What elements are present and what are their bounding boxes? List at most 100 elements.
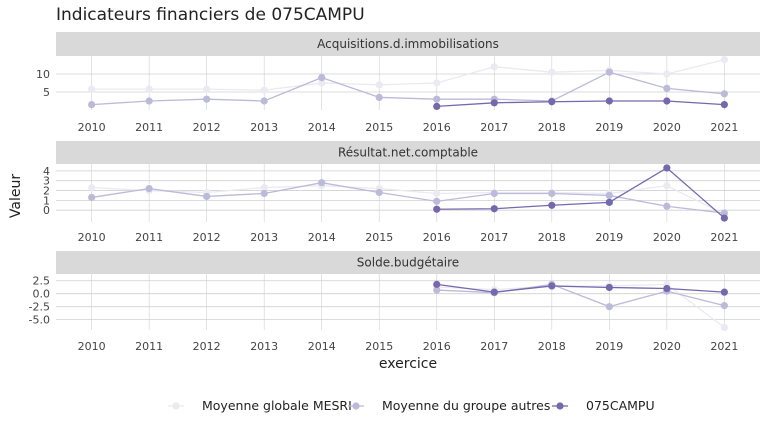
- data-point: [203, 95, 211, 103]
- panel-strip-label: Solde.budgétaire: [357, 256, 459, 270]
- data-point: [88, 183, 96, 192]
- series-line: [91, 71, 725, 106]
- x-tick-label: 2014: [308, 340, 336, 353]
- x-tick-label: 2016: [423, 231, 451, 244]
- x-tick-label: 2019: [595, 121, 623, 134]
- y-tick-label: 1: [43, 194, 50, 207]
- y-tick-label: -5.0: [29, 314, 50, 327]
- data-point: [548, 98, 556, 106]
- y-axis-title: Valeur: [8, 174, 24, 218]
- data-point: [318, 74, 326, 82]
- data-point: [260, 189, 268, 198]
- x-tick-label: 2020: [653, 231, 681, 244]
- data-point: [433, 102, 441, 110]
- y-tick-label: 0: [43, 204, 50, 217]
- data-point: [260, 183, 268, 192]
- x-tick-label: 2017: [480, 340, 508, 353]
- series-line: [91, 184, 725, 215]
- x-tick-label: 2012: [193, 231, 221, 244]
- x-tick-label: 2010: [78, 231, 106, 244]
- data-point: [145, 97, 153, 105]
- x-tick-label: 2014: [308, 121, 336, 134]
- data-point: [663, 284, 671, 293]
- data-point: [375, 93, 383, 101]
- x-tick-label: 2018: [538, 340, 566, 353]
- x-tick-label: 2010: [78, 121, 106, 134]
- data-point: [548, 201, 556, 209]
- legend-label: 075CAMPU: [586, 398, 655, 413]
- y-tick-label: 3: [43, 175, 50, 188]
- data-point: [663, 84, 671, 92]
- x-tick-label: 2012: [193, 121, 221, 134]
- x-tick-label: 2011: [135, 121, 163, 134]
- x-tick-label: 2015: [365, 231, 393, 244]
- data-point: [433, 280, 441, 288]
- data-point: [203, 85, 211, 93]
- legend-key-point: [556, 402, 564, 410]
- panel-strip: [56, 141, 760, 164]
- data-point: [260, 86, 268, 94]
- legend-label: Moyenne du groupe autres: [382, 398, 550, 413]
- data-point: [605, 198, 613, 206]
- data-point: [490, 99, 498, 107]
- x-tick-label: 2013: [250, 340, 278, 353]
- x-tick-label: 2016: [423, 121, 451, 134]
- data-point: [490, 288, 498, 296]
- data-point: [433, 205, 441, 213]
- x-tick-label: 2019: [595, 340, 623, 353]
- x-tick-label: 2017: [480, 121, 508, 134]
- x-tick-label: 2019: [595, 231, 623, 244]
- series-line: [91, 182, 725, 214]
- y-tick-label: -2.5: [29, 301, 50, 314]
- y-tick-label: 0.0: [33, 288, 51, 301]
- y-tick-label: 2: [43, 185, 50, 198]
- data-point: [88, 193, 96, 202]
- x-tick-label: 2021: [710, 231, 738, 244]
- x-tick-label: 2016: [423, 340, 451, 353]
- series-line: [436, 167, 725, 219]
- data-point: [145, 85, 153, 93]
- x-tick-label: 2013: [250, 121, 278, 134]
- data-point: [318, 179, 326, 187]
- data-point: [490, 63, 498, 71]
- x-tick-label: 2021: [710, 340, 738, 353]
- data-point: [490, 189, 498, 198]
- series-line: [436, 283, 725, 308]
- y-tick-label: 10: [36, 68, 50, 81]
- data-point: [720, 288, 728, 296]
- x-tick-label: 2021: [710, 121, 738, 134]
- data-point: [720, 90, 728, 98]
- x-tick-label: 2017: [480, 231, 508, 244]
- x-tick-label: 2012: [193, 340, 221, 353]
- data-point: [605, 303, 613, 311]
- data-point: [663, 202, 671, 210]
- chart-title: Indicateurs financiers de 075CAMPU: [56, 5, 365, 25]
- panel-strip-label: Résultat.net.comptable: [338, 146, 478, 160]
- legend-key-point: [352, 402, 360, 410]
- data-point: [605, 191, 613, 200]
- x-tick-label: 2013: [250, 231, 278, 244]
- data-point: [375, 81, 383, 89]
- x-tick-label: 2020: [653, 121, 681, 134]
- x-tick-label: 2018: [538, 121, 566, 134]
- data-point: [88, 85, 96, 93]
- x-tick-label: 2011: [135, 231, 163, 244]
- x-tick-label: 2020: [653, 340, 681, 353]
- x-tick-label: 2015: [365, 121, 393, 134]
- data-point: [433, 95, 441, 103]
- data-point: [433, 286, 441, 294]
- data-point: [548, 68, 556, 76]
- data-point: [548, 189, 556, 198]
- y-tick-label: 4: [43, 165, 50, 178]
- panel-0: Acquisitions.d.immobilisations 5 10 2010 201…: [36, 32, 760, 134]
- data-point: [605, 68, 613, 76]
- x-tick-label: 2010: [78, 340, 106, 353]
- data-point: [433, 79, 441, 87]
- panel-2: Solde.budgétaire -5.0-2.50.02.5 2010 2011 20…: [29, 251, 760, 353]
- series-line: [436, 100, 725, 108]
- data-point: [663, 70, 671, 78]
- data-point: [548, 282, 556, 290]
- panel-strip: [56, 251, 760, 274]
